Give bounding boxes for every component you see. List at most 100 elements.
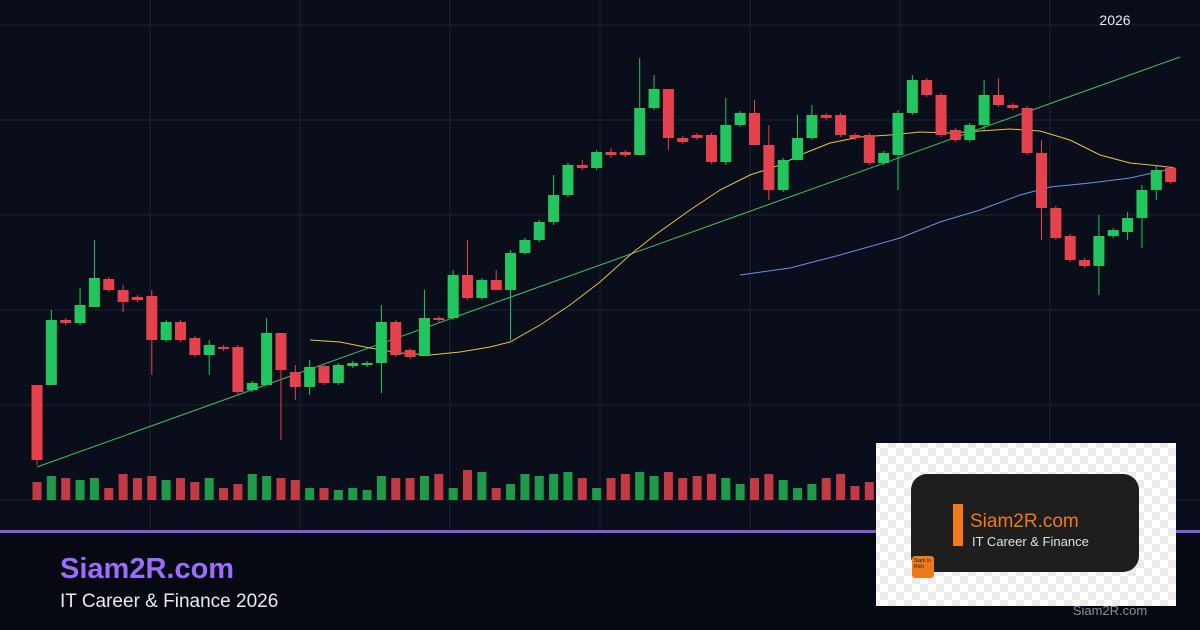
candle-body [1050,208,1062,238]
volume-bar [649,476,659,500]
logo-icon [912,556,934,578]
volume-bar [233,484,243,500]
candle-body [835,115,847,135]
candle-body [634,108,646,155]
volume-bar [821,478,831,500]
logo-icon-text: Siam to Rich [914,558,931,570]
volume-bar [89,478,99,500]
candle-body [978,95,990,125]
volume-bar [678,478,688,500]
volume-bar [750,478,759,500]
candle-body [505,253,517,290]
volume-bar [290,480,300,500]
volume-bar [477,472,487,500]
candle-body [605,152,617,155]
candle-body [892,113,904,155]
volume-bar [247,474,257,500]
candle-body [906,80,918,113]
candle-body [519,240,531,253]
candle-body [591,152,603,168]
volume-bar [807,484,817,500]
candle-body [533,222,545,240]
volume-bar [692,476,702,500]
candle-body [749,113,760,145]
volume-bar [663,472,673,500]
volume-bar [204,478,214,500]
trend-line [36,56,1181,468]
volume-bar [735,484,745,500]
candle-body [447,275,459,318]
candle-body [476,280,488,298]
candle-body [648,89,660,108]
candle-body [246,383,258,390]
volume-bar [563,472,573,500]
moving-average-short [309,128,1176,356]
logo-icon-box: Siam to Rich [914,558,931,570]
brand-name: Siam2R.com [60,553,234,585]
candle-body [720,125,732,162]
volume-bar [32,482,42,500]
candle-body [677,138,689,142]
volume-bar [721,478,731,500]
candle-body [1107,230,1119,236]
volume-bar [405,478,415,500]
candle-body [462,275,473,298]
candle-body [763,145,775,190]
volume-bar [706,474,716,500]
candle-body [1150,170,1162,190]
volume-bar [348,488,358,500]
volume-bar [434,474,444,500]
candle-body [619,152,631,155]
candle-body [1079,260,1091,266]
candle-body [777,160,789,190]
candle-body [261,333,273,385]
volume-bar [391,478,401,500]
candle-body [304,367,316,387]
candle-body [189,338,201,355]
candle-body [1165,168,1177,182]
volume-bar [190,482,200,500]
candle-body [490,280,502,290]
candle-body [705,135,717,162]
volume-bar [635,472,645,500]
candle-body [878,153,890,163]
candle-body [232,347,244,392]
watermark: Siam2R.com [1073,603,1147,618]
candle-body [390,322,402,355]
candle-body [418,318,430,356]
volume-bar [176,478,185,500]
volume-bar [491,488,501,500]
candle-body [433,318,445,320]
candle-body [1021,108,1033,153]
volume-bar [104,488,114,500]
candle-body [863,135,875,163]
volume-bar [161,480,171,500]
candle-body [160,322,172,340]
volume-bar [219,488,229,500]
volume-bar [132,478,142,500]
volume-bar [520,474,530,500]
candle-body [375,322,387,363]
candle-body [1093,236,1105,266]
candle-body [992,95,1004,105]
candle-body [404,350,416,357]
candle-body [275,333,287,370]
candle-body [361,363,373,365]
volume-bar [793,488,803,500]
moving-average-long [739,167,1176,276]
volume-bar [61,478,71,500]
volume-bar [305,488,315,500]
candle-body [146,296,158,340]
candle-body [131,297,143,300]
candle-body [792,138,804,160]
volume-bar [319,488,329,500]
candle-body [289,372,301,387]
logo-bar [953,504,963,546]
volume-bar [75,480,85,500]
candle-body [1007,105,1019,108]
candle-body [734,113,746,125]
candle-body [318,366,330,383]
volume-bar [577,478,587,500]
volume-bar [850,486,860,500]
year-label: 2026 [1099,12,1130,28]
